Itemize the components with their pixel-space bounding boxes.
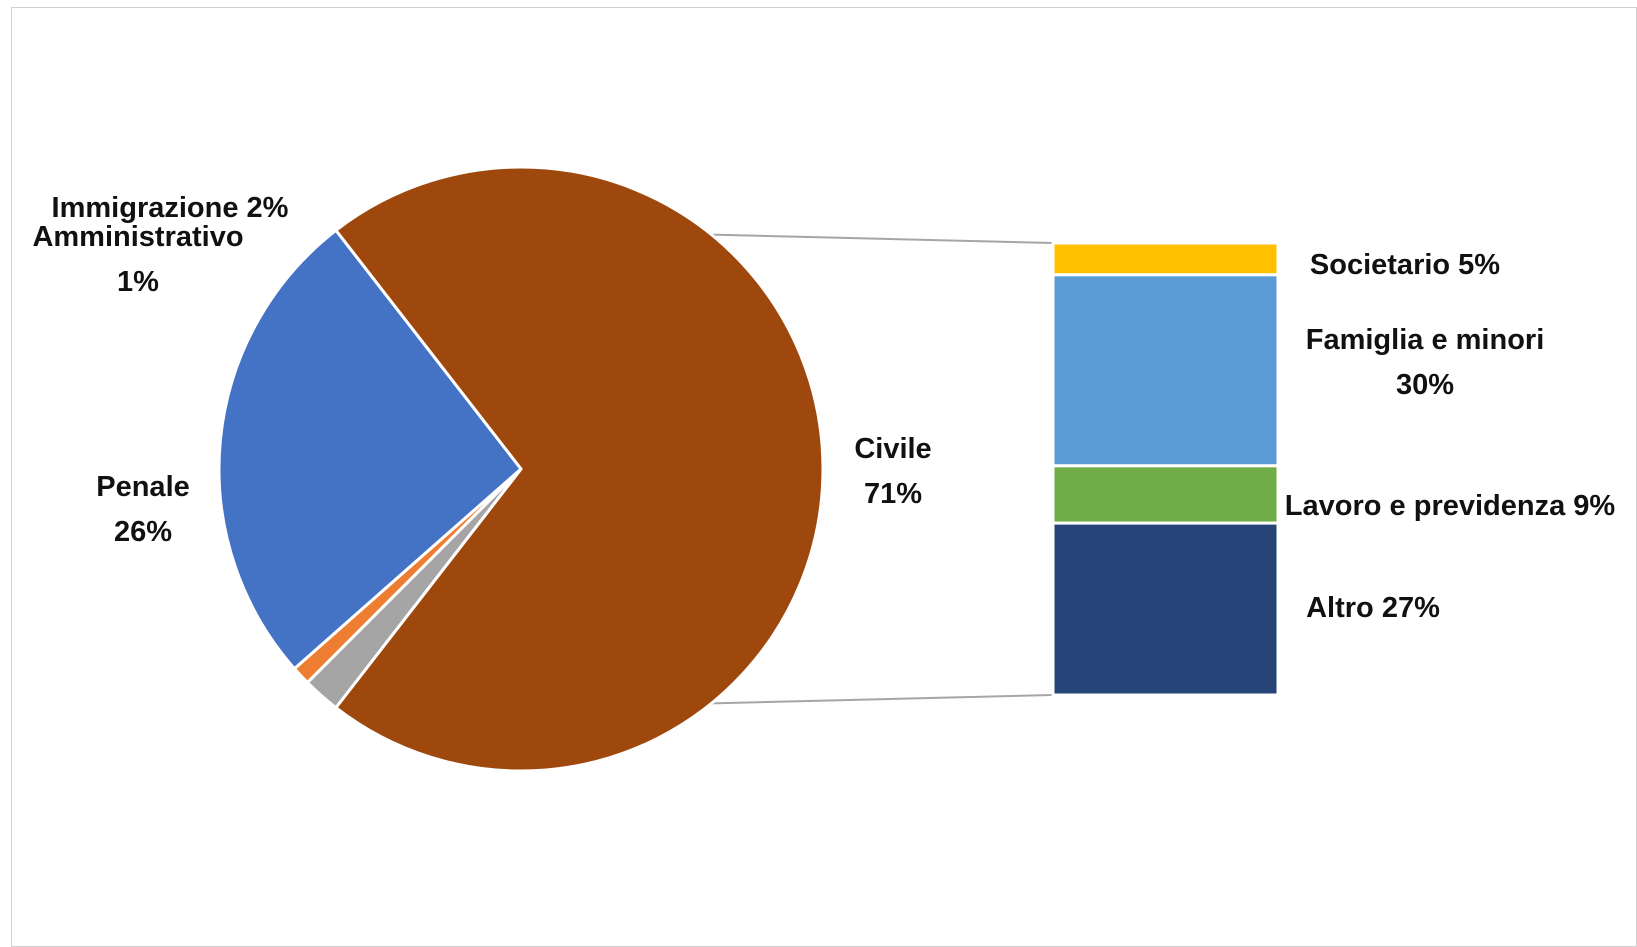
label-famiglia-value: 30% [1396, 369, 1454, 401]
bar-segment-altro [1051, 521, 1280, 697]
label-amministrativo-value: 1% [117, 266, 159, 298]
label-civile-value: 71% [864, 478, 922, 510]
pie-slice-penale [217, 228, 523, 671]
label-societario: Societario 5% [1310, 249, 1500, 281]
label-penale-value: 26% [114, 516, 172, 548]
bar-segment-societario [1051, 241, 1280, 277]
bar-segment-lavoro-e-previdenza [1051, 464, 1280, 525]
label-penale-name: Penale [96, 471, 190, 503]
label-altro: Altro 27% [1306, 592, 1440, 624]
label-immigrazione: Immigrazione 2% [52, 192, 289, 224]
label-lavoro: Lavoro e previdenza 9% [1285, 490, 1616, 522]
label-famiglia-name: Famiglia e minori [1306, 324, 1545, 356]
pie-slice-civile [334, 165, 825, 773]
bar-segment-famiglia-e-minori [1051, 273, 1280, 468]
label-amministrativo-name: Amministrativo [32, 221, 243, 253]
pie-slice-immigrazione [305, 467, 523, 710]
label-civile-name: Civile [854, 433, 931, 465]
